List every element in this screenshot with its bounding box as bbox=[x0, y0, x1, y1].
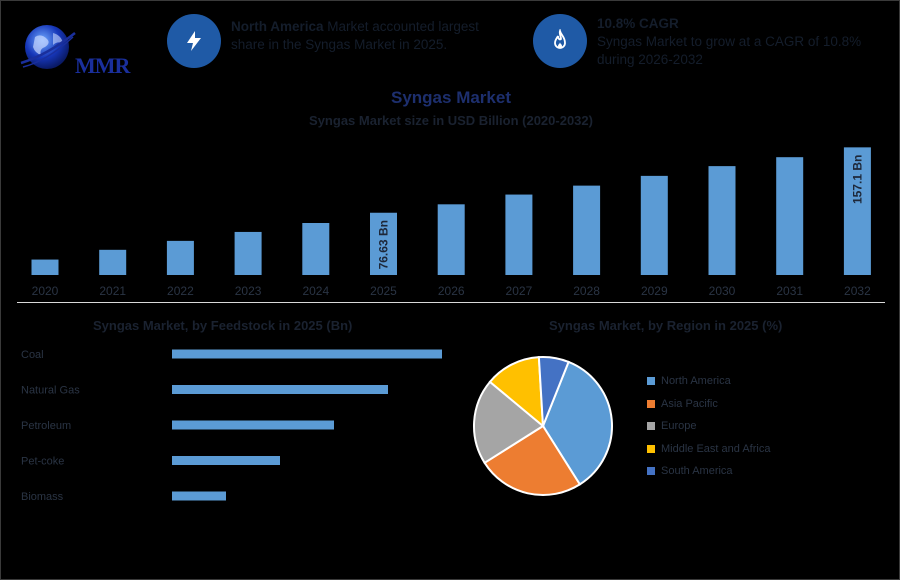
x-tick-label: 2027 bbox=[506, 284, 533, 298]
x-tick-label: 2023 bbox=[235, 284, 262, 298]
feedstock-bar bbox=[172, 491, 226, 501]
x-tick-label: 2030 bbox=[709, 284, 736, 298]
bar-2029 bbox=[640, 175, 668, 275]
x-tick-label: 2032 bbox=[844, 284, 871, 298]
section-divider bbox=[17, 302, 885, 303]
feedstock-bar-chart: Coal Natural Gas Petroleum Pet-coke Biomass bbox=[21, 349, 442, 503]
stat-bold: North America bbox=[231, 19, 324, 34]
feedstock-bar bbox=[172, 420, 334, 430]
pie-slice bbox=[488, 356, 545, 429]
bar-2025 bbox=[370, 212, 397, 275]
x-tick-label: 2022 bbox=[167, 284, 194, 298]
legend-label: Middle East and Africa bbox=[661, 442, 771, 455]
legend-swatch bbox=[647, 399, 655, 408]
stat-text-line2: share in the Syngas Market in 2025. bbox=[231, 37, 448, 52]
bar-2021 bbox=[99, 249, 127, 275]
x-tick-label: 2025 bbox=[370, 284, 397, 298]
legend-label: North America bbox=[661, 375, 731, 387]
legend-label: South America bbox=[661, 465, 733, 477]
legend-swatch bbox=[647, 467, 655, 475]
category-label: Natural Gas bbox=[21, 385, 80, 397]
logo-text: MMR bbox=[75, 53, 130, 78]
chart-subtitle: Syngas Market size in USD Billion (2020-… bbox=[309, 113, 593, 128]
mmr-logo: MMR bbox=[15, 17, 145, 81]
pie-slice bbox=[537, 356, 570, 427]
bar-2030 bbox=[708, 166, 736, 275]
legend-label: Asia Pacific bbox=[661, 397, 718, 410]
bar-2032 bbox=[843, 147, 871, 275]
legend-swatch bbox=[647, 422, 655, 430]
bar-2024 bbox=[302, 223, 330, 275]
legend-label: Europe bbox=[661, 420, 697, 432]
x-tick-label: 2024 bbox=[302, 284, 329, 298]
x-tick-label: 2031 bbox=[776, 284, 803, 298]
feedstock-bar bbox=[172, 456, 280, 465]
chart-title: Syngas Market bbox=[391, 88, 511, 107]
x-tick-label: 2026 bbox=[438, 284, 465, 298]
bar-2023 bbox=[234, 231, 262, 275]
stat-cagr: 10.8% CAGR Syngas Market to grow at a CA… bbox=[597, 15, 887, 69]
stat-text-line2: during 2026-2032 bbox=[597, 52, 703, 67]
category-label: Petroleum bbox=[21, 420, 71, 432]
feedstock-chart-title: Syngas Market, by Feedstock in 2025 (Bn) bbox=[93, 318, 353, 333]
bar-2028 bbox=[573, 185, 601, 275]
feedstock-bar bbox=[172, 385, 388, 394]
data-label: 157.1 Bn bbox=[850, 155, 864, 204]
market-size-bar-chart: 2020 2021 2022 2023 2024 2025 76.63 Bn 2026 2027… bbox=[31, 147, 871, 298]
pie-slice bbox=[483, 424, 582, 496]
category-label: Biomass bbox=[21, 491, 64, 503]
feedstock-bar bbox=[172, 349, 442, 359]
x-tick-label: 2020 bbox=[32, 284, 59, 298]
x-tick-label: 2029 bbox=[641, 284, 668, 298]
category-label: Pet-coke bbox=[21, 456, 64, 468]
pie-slice bbox=[473, 380, 545, 465]
data-label: 76.63 Bn bbox=[377, 220, 391, 269]
flame-icon bbox=[554, 29, 566, 49]
stat-north-america: North America Market accounted largest s… bbox=[231, 18, 511, 54]
legend-swatch bbox=[647, 444, 655, 453]
region-chart-title: Syngas Market, by Region in 2025 (%) bbox=[549, 318, 783, 333]
bar-2026 bbox=[437, 204, 465, 275]
region-pie-chart bbox=[473, 356, 613, 496]
stat-bold: 10.8% CAGR bbox=[597, 16, 679, 31]
stat-text-line1: Market accounted largest bbox=[323, 19, 479, 34]
legend-swatch bbox=[647, 377, 655, 385]
stat-icon-circle bbox=[533, 14, 587, 68]
pie-slice bbox=[541, 360, 613, 486]
bar-2022 bbox=[166, 240, 194, 275]
globe-icon bbox=[20, 25, 76, 69]
stat-icon-circle bbox=[167, 14, 221, 68]
x-tick-label: 2021 bbox=[99, 284, 126, 298]
lightning-icon bbox=[187, 31, 201, 51]
x-tick-label: 2028 bbox=[573, 284, 600, 298]
bar-2020 bbox=[31, 259, 59, 275]
stat-text-line1: Syngas Market to grow at a CAGR of 10.8% bbox=[597, 34, 862, 49]
bar-2027 bbox=[505, 194, 533, 275]
bar-2031 bbox=[776, 157, 804, 275]
category-label: Coal bbox=[21, 349, 44, 361]
